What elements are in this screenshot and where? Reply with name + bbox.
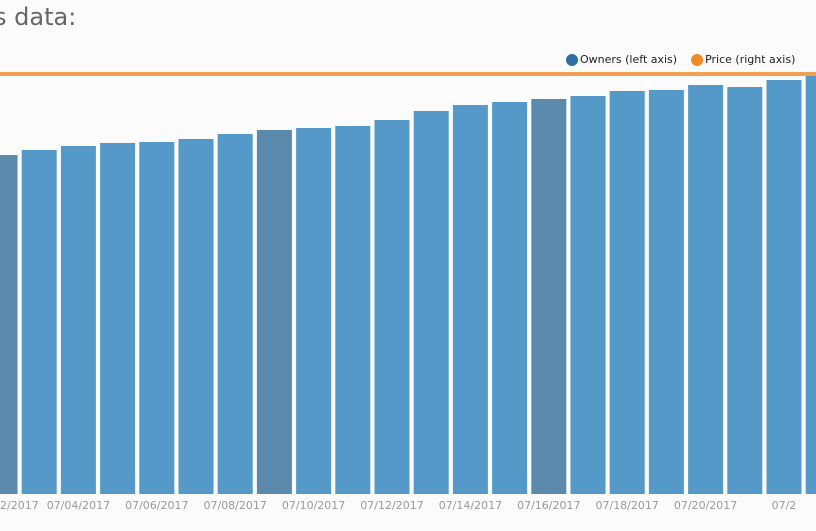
bar (452, 105, 488, 494)
bar (648, 90, 684, 494)
x-tick-label: 07/06/2017 (125, 499, 188, 512)
bar (727, 87, 763, 494)
x-tick-label: 07/08/2017 (203, 499, 266, 512)
bar (335, 126, 371, 494)
bar (531, 99, 567, 494)
bar (178, 139, 214, 494)
chart-title: s data: (0, 3, 76, 31)
x-tick-label: 07/12/2017 (360, 499, 423, 512)
bar (256, 130, 292, 494)
legend-label: Price (right axis) (705, 53, 795, 66)
x-tick-label: 07/16/2017 (517, 499, 580, 512)
bar (413, 111, 449, 494)
bar (60, 146, 96, 494)
bar (100, 143, 136, 494)
bar (805, 75, 816, 494)
x-tick-label: 07/10/2017 (282, 499, 345, 512)
x-tick-label: 07/18/2017 (595, 499, 658, 512)
legend-label: Owners (left axis) (580, 53, 677, 66)
x-tick-label: 07/14/2017 (439, 499, 502, 512)
x-tick-label: 07/20/2017 (674, 499, 737, 512)
bar (139, 142, 175, 494)
bar (766, 80, 802, 494)
bar (609, 91, 645, 494)
bar (374, 120, 410, 494)
bar (492, 102, 528, 494)
bar (0, 155, 18, 494)
bar (217, 134, 253, 494)
bar (21, 150, 57, 494)
legend-swatch (566, 54, 578, 66)
bar (570, 96, 606, 494)
bar (296, 128, 332, 494)
x-tick-label: 2/2017 (0, 499, 39, 512)
x-tick-label: 07/2 (772, 499, 797, 512)
x-tick-label: 07/04/2017 (47, 499, 110, 512)
bar (688, 85, 724, 494)
legend-swatch (691, 54, 704, 66)
